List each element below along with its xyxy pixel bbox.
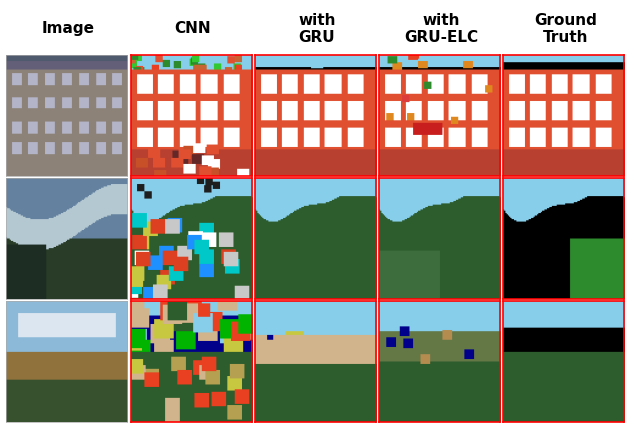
Text: Ground
Truth: Ground Truth <box>534 12 597 45</box>
Text: CNN: CNN <box>174 21 211 36</box>
Text: with
GRU: with GRU <box>298 12 336 45</box>
Text: Image: Image <box>42 21 95 36</box>
Text: with
GRU-ELC: with GRU-ELC <box>404 12 478 45</box>
